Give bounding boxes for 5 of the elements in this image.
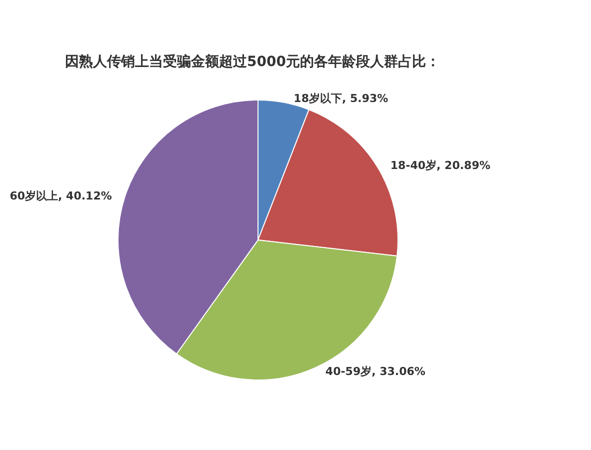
slice-label: 18-40岁, 20.89% [390,159,490,172]
slice-label: 18岁以下, 5.93% [294,92,388,105]
slice-label: 60岁以上, 40.12% [10,190,112,203]
slice-label: 40-59岁, 33.06% [325,365,426,378]
chart-title: 因熟人传销上当受骗金额超过5000元的各年龄段人群占比： [65,53,440,70]
